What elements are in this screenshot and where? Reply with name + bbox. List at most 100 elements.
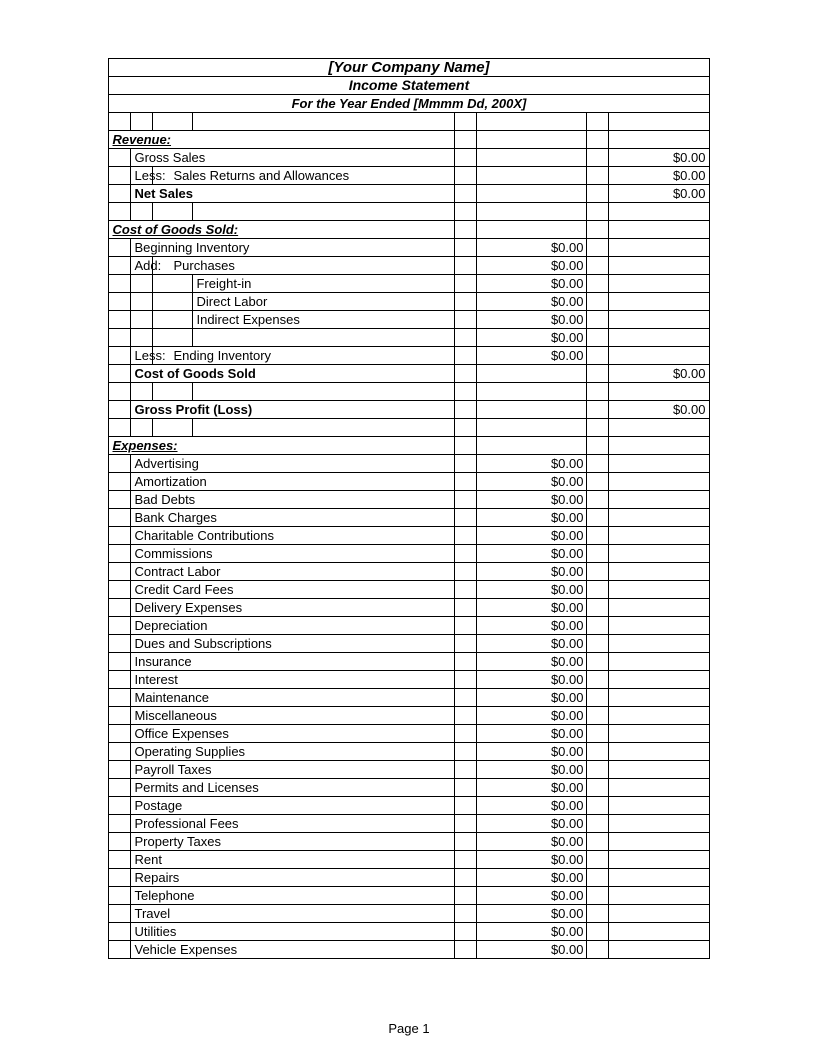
- company-row: [Your Company Name]: [109, 59, 709, 77]
- expense-row: Travel $0.00: [109, 905, 709, 923]
- income-statement-table: [Your Company Name] Income Statement For…: [108, 58, 709, 959]
- statement-period: For the Year Ended [Mmmm Dd, 200X]: [109, 95, 709, 113]
- expense-value: $0.00: [477, 707, 587, 725]
- expense-label: Permits and Licenses: [131, 779, 455, 797]
- expense-row: Bank Charges $0.00: [109, 509, 709, 527]
- cogs-subtotal-value: $0.00: [477, 329, 587, 347]
- expense-row: Insurance $0.00: [109, 653, 709, 671]
- expense-value: $0.00: [477, 905, 587, 923]
- expense-label: Travel: [131, 905, 455, 923]
- expense-row: Professional Fees$0.00: [109, 815, 709, 833]
- expense-row: Repairs $0.00: [109, 869, 709, 887]
- expense-label: Vehicle Expenses: [131, 941, 455, 959]
- direct-labor-row: Direct Labor $0.00: [109, 293, 709, 311]
- expenses-header: Expenses:: [109, 437, 455, 455]
- expense-row: Operating Supplies $0.00: [109, 743, 709, 761]
- statement-title: Income Statement: [109, 77, 709, 95]
- expense-value: $0.00: [477, 761, 587, 779]
- direct-labor-label: Direct Labor: [193, 293, 455, 311]
- expense-value: $0.00: [477, 869, 587, 887]
- ending-inventory-row: Less: Ending Inventory $0.00: [109, 347, 709, 365]
- expense-value: $0.00: [477, 923, 587, 941]
- expense-row: Advertising$0.00: [109, 455, 709, 473]
- expense-row: Interest$0.00: [109, 671, 709, 689]
- expense-label: Insurance: [131, 653, 455, 671]
- company-name: [Your Company Name]: [109, 59, 709, 77]
- indirect-expenses-value: $0.00: [477, 311, 587, 329]
- expense-label: Utilities: [131, 923, 455, 941]
- expense-label: Office Expenses: [131, 725, 455, 743]
- freight-in-value: $0.00: [477, 275, 587, 293]
- expense-label: Postage: [131, 797, 455, 815]
- ending-inventory-label: Ending Inventory: [153, 347, 455, 365]
- expense-row: Amortization $0.00: [109, 473, 709, 491]
- expense-row: Permits and Licenses $0.00: [109, 779, 709, 797]
- page-footer: Page 1: [0, 1021, 818, 1036]
- expense-value: $0.00: [477, 635, 587, 653]
- expense-label: Commissions: [131, 545, 455, 563]
- beginning-inventory-label: Beginning Inventory: [131, 239, 455, 257]
- revenue-header-row: Revenue:: [109, 131, 709, 149]
- expense-row: Dues and Subscriptions $0.00: [109, 635, 709, 653]
- cogs-header-row: Cost of Goods Sold:: [109, 221, 709, 239]
- expense-value: $0.00: [477, 473, 587, 491]
- sales-returns-row: Less: Sales Returns and Allowances $0.00: [109, 167, 709, 185]
- expenses-header-row: Expenses:: [109, 437, 709, 455]
- expense-row: Vehicle Expenses$0.00: [109, 941, 709, 959]
- period-row: For the Year Ended [Mmmm Dd, 200X]: [109, 95, 709, 113]
- expense-label: Advertising: [131, 455, 455, 473]
- expense-row: Rent$0.00: [109, 851, 709, 869]
- expense-row: Maintenance$0.00: [109, 689, 709, 707]
- purchases-value: $0.00: [477, 257, 587, 275]
- spacer-row: [109, 113, 709, 131]
- sales-returns-value: $0.00: [609, 167, 709, 185]
- expense-row: Delivery Expenses$0.00: [109, 599, 709, 617]
- indirect-expenses-row: Indirect Expenses $0.00: [109, 311, 709, 329]
- expense-label: Property Taxes: [131, 833, 455, 851]
- expense-label: Dues and Subscriptions: [131, 635, 455, 653]
- revenue-header: Revenue:: [109, 131, 455, 149]
- expense-label: Amortization: [131, 473, 455, 491]
- add-label: Add:: [131, 257, 153, 275]
- expense-value: $0.00: [477, 689, 587, 707]
- net-sales-value: $0.00: [609, 185, 709, 203]
- expense-label: Operating Supplies: [131, 743, 455, 761]
- expenses-body: Advertising$0.00Amortization$0.00Bad Deb…: [109, 455, 709, 959]
- expense-row: Credit Card Fees$0.00: [109, 581, 709, 599]
- expense-label: Interest: [131, 671, 455, 689]
- expense-value: $0.00: [477, 779, 587, 797]
- cogs-total-value: $0.00: [609, 365, 709, 383]
- expense-value: $0.00: [477, 833, 587, 851]
- cogs-header: Cost of Goods Sold:: [109, 221, 455, 239]
- expense-row: Property Taxes $0.00: [109, 833, 709, 851]
- expense-label: Contract Labor: [131, 563, 455, 581]
- expense-value: $0.00: [477, 509, 587, 527]
- expense-label: Credit Card Fees: [131, 581, 455, 599]
- expense-label: Bank Charges: [131, 509, 455, 527]
- expense-label: Miscellaneous: [131, 707, 455, 725]
- expense-label: Repairs: [131, 869, 455, 887]
- spacer-row: [109, 383, 709, 401]
- expense-label: Telephone: [131, 887, 455, 905]
- expense-value: $0.00: [477, 527, 587, 545]
- expense-row: Utilities $0.00: [109, 923, 709, 941]
- expense-row: Office Expenses$0.00: [109, 725, 709, 743]
- expense-label: Depreciation: [131, 617, 455, 635]
- gross-sales-label: Gross Sales: [131, 149, 455, 167]
- expense-value: $0.00: [477, 743, 587, 761]
- gross-sales-row: Gross Sales $0.00: [109, 149, 709, 167]
- freight-in-label: Freight-in: [193, 275, 455, 293]
- beginning-inventory-value: $0.00: [477, 239, 587, 257]
- less-label-cogs: Less:: [131, 347, 153, 365]
- freight-in-row: Freight-in $0.00: [109, 275, 709, 293]
- direct-labor-value: $0.00: [477, 293, 587, 311]
- expense-value: $0.00: [477, 653, 587, 671]
- expense-value: $0.00: [477, 815, 587, 833]
- spacer-row: [109, 419, 709, 437]
- expense-label: Delivery Expenses: [131, 599, 455, 617]
- expense-value: $0.00: [477, 563, 587, 581]
- expense-value: $0.00: [477, 617, 587, 635]
- ending-inventory-value: $0.00: [477, 347, 587, 365]
- title-row: Income Statement: [109, 77, 709, 95]
- expense-row: Bad Debts$0.00: [109, 491, 709, 509]
